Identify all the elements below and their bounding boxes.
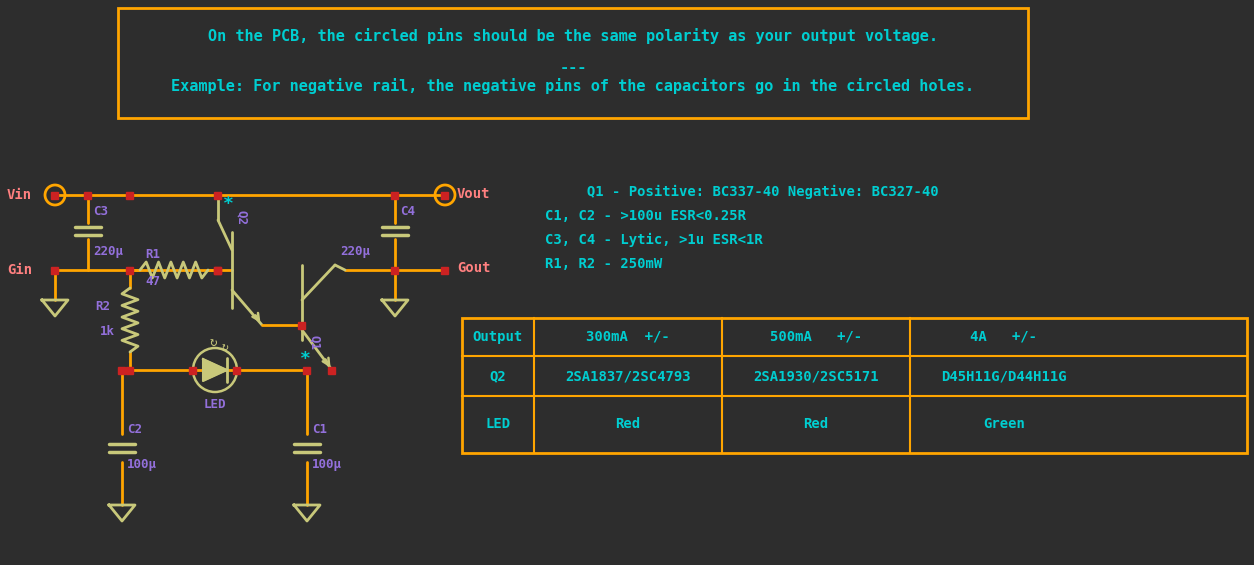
Bar — [441, 192, 449, 198]
Bar — [127, 267, 133, 273]
Text: LED: LED — [485, 417, 510, 431]
Text: Q2: Q2 — [236, 210, 248, 225]
Bar — [298, 321, 306, 328]
Bar — [233, 367, 241, 373]
Text: *: * — [300, 350, 311, 368]
Polygon shape — [203, 359, 227, 381]
Text: Gout: Gout — [456, 261, 490, 275]
Bar — [51, 267, 59, 273]
Bar — [127, 367, 133, 373]
Text: On the PCB, the circled pins should be the same polarity as your output voltage.: On the PCB, the circled pins should be t… — [208, 28, 938, 44]
Bar — [118, 8, 1028, 118]
Bar — [51, 192, 59, 198]
Bar — [461, 318, 1246, 453]
Text: Output: Output — [473, 330, 523, 344]
Text: 1k: 1k — [100, 325, 115, 338]
Text: Vout: Vout — [456, 187, 490, 201]
Text: C4: C4 — [400, 205, 415, 218]
Bar — [84, 192, 92, 198]
Text: Red: Red — [616, 417, 641, 431]
Bar — [214, 267, 222, 273]
Bar — [391, 267, 399, 273]
Bar — [118, 367, 125, 373]
Bar — [214, 192, 222, 198]
Text: D45H11G/D44H11G: D45H11G/D44H11G — [942, 369, 1067, 383]
Text: 100μ: 100μ — [127, 458, 157, 471]
Text: R2: R2 — [95, 300, 110, 313]
Text: *: * — [222, 195, 233, 213]
Text: 500mA   +/-: 500mA +/- — [770, 330, 861, 344]
Text: 300mA  +/-: 300mA +/- — [586, 330, 670, 344]
Bar — [127, 192, 133, 198]
Text: 2SA1930/2SC5171: 2SA1930/2SC5171 — [754, 369, 879, 383]
Text: Red: Red — [804, 417, 829, 431]
Text: C1: C1 — [312, 423, 327, 436]
Text: ↻: ↻ — [209, 336, 217, 349]
Text: Vin: Vin — [8, 188, 33, 202]
Text: R1, R2 - 250mW: R1, R2 - 250mW — [545, 257, 662, 271]
Text: R1: R1 — [145, 248, 161, 261]
Text: 100μ: 100μ — [312, 458, 342, 471]
Text: 220μ: 220μ — [93, 245, 123, 258]
Text: Gin: Gin — [8, 263, 33, 277]
Bar — [391, 192, 399, 198]
Text: Green: Green — [983, 417, 1025, 431]
Bar — [303, 367, 311, 373]
Text: 2SA1837/2SC4793: 2SA1837/2SC4793 — [566, 369, 691, 383]
Text: 47: 47 — [145, 275, 161, 288]
Text: ↻: ↻ — [222, 342, 228, 352]
Text: Q2: Q2 — [489, 369, 507, 383]
Text: Q1 - Positive: BC337-40 Negative: BC327-40: Q1 - Positive: BC337-40 Negative: BC327-… — [545, 185, 939, 199]
Text: 220μ: 220μ — [340, 245, 370, 258]
Bar — [189, 367, 197, 373]
Text: ---: --- — [559, 60, 587, 75]
Bar — [214, 267, 222, 273]
Text: C2: C2 — [127, 423, 142, 436]
Text: C1, C2 - >100u ESR<0.25R: C1, C2 - >100u ESR<0.25R — [545, 209, 746, 223]
Text: LED: LED — [203, 398, 226, 411]
Text: Example: For negative rail, the negative pins of the capacitors go in the circle: Example: For negative rail, the negative… — [172, 78, 974, 94]
Bar — [329, 367, 336, 373]
Text: 4A   +/-: 4A +/- — [971, 330, 1037, 344]
Text: C3: C3 — [93, 205, 108, 218]
Text: C3, C4 - Lytic, >1u ESR<1R: C3, C4 - Lytic, >1u ESR<1R — [545, 233, 762, 247]
Bar — [441, 267, 449, 273]
Text: Q1: Q1 — [308, 335, 321, 350]
